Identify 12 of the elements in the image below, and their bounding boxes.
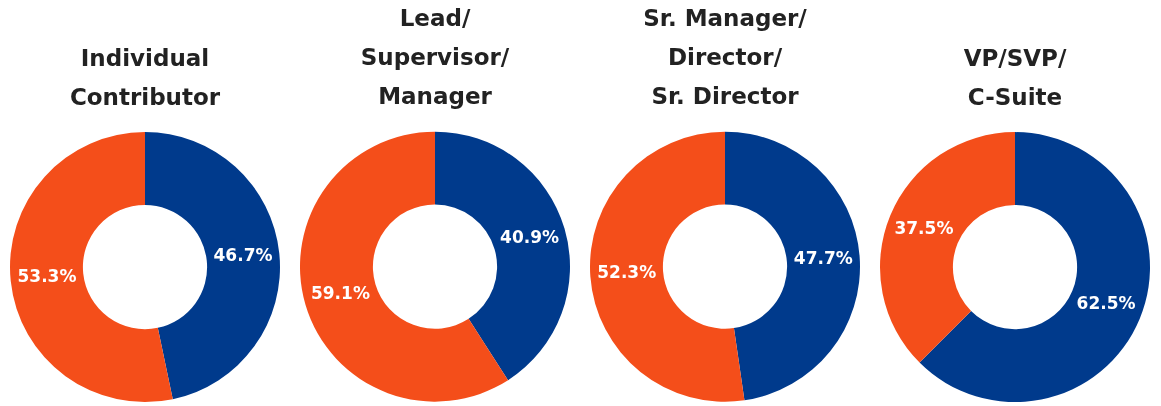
data-label: 52.3%	[597, 262, 657, 283]
chart-title: Lead/ Supervisor/ Manager	[360, 4, 510, 109]
chart-title: Sr. Manager/ Director/ Sr. Director	[643, 4, 808, 109]
data-label: 53.3%	[17, 265, 77, 286]
data-label: 62.5%	[1076, 293, 1136, 314]
chart-title: Individual Contributor	[69, 44, 221, 110]
data-label: 40.9%	[500, 227, 560, 248]
data-label: 59.1%	[310, 282, 370, 303]
data-label: 47.7%	[793, 247, 853, 268]
chart-title: VP/SVP/ C-Suite	[963, 44, 1067, 110]
data-label: 37.5%	[894, 217, 954, 238]
data-label: 46.7%	[213, 245, 273, 266]
